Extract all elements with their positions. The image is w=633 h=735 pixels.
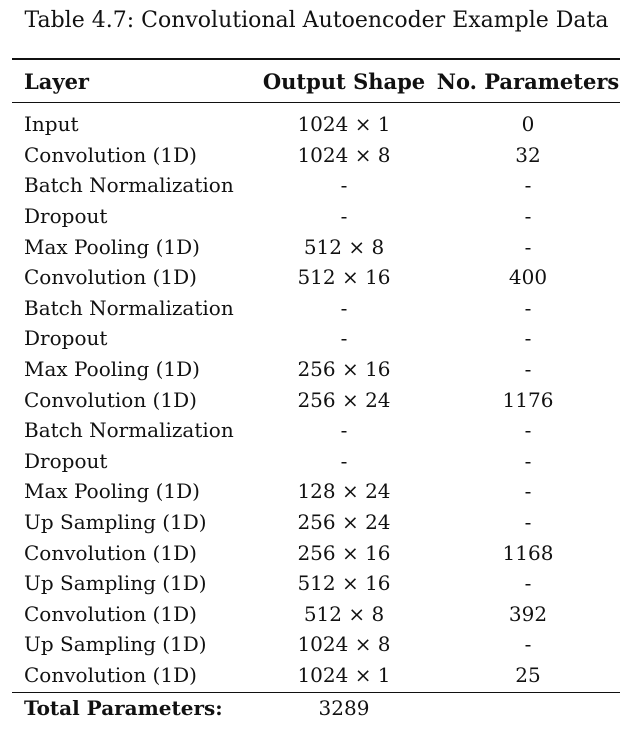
header-layer: Layer: [12, 58, 252, 103]
header-row: Layer Output Shape No. Parameters: [12, 58, 620, 103]
output-shape-cell: 256 × 24: [297, 510, 391, 535]
table-row: Batch Normalization - -: [12, 170, 620, 201]
output-shape-cell: -: [340, 295, 348, 320]
parameters-cell: -: [524, 418, 532, 443]
table-header: Layer Output Shape No. Parameters: [12, 58, 620, 103]
total-value: 3289: [318, 696, 370, 721]
table-row: Dropout - -: [12, 201, 620, 232]
table-row: Up Sampling (1D) 1024 × 8 -: [12, 629, 620, 660]
parameters-cell: -: [524, 571, 532, 596]
table-footer: Total Parameters: 3289: [12, 693, 620, 724]
table-row: Up Sampling (1D) 512 × 16 -: [12, 568, 620, 599]
output-shape-cell: -: [340, 204, 348, 229]
output-shape-cell: 512 × 8: [303, 234, 385, 259]
parameters-cell: -: [524, 510, 532, 535]
layer-cell: Batch Normalization: [24, 418, 234, 443]
output-shape-cell: -: [340, 326, 348, 351]
parameters-table: Layer Output Shape No. Parameters Input 1…: [12, 58, 620, 723]
layer-cell: Up Sampling (1D): [24, 510, 207, 535]
parameters-cell: 25: [436, 659, 620, 694]
table-row: Convolution (1D) 512 × 8 392: [12, 599, 620, 630]
layer-cell: Convolution (1D): [24, 540, 197, 565]
output-shape-cell: -: [340, 448, 348, 473]
parameters-cell: 392: [508, 601, 548, 626]
table-row: Input 1024 × 1 0: [12, 103, 620, 140]
layer-cell: Up Sampling (1D): [24, 571, 207, 596]
layer-cell: Dropout: [24, 204, 108, 229]
layer-cell: Up Sampling (1D): [24, 632, 207, 657]
table-row: Convolution (1D) 1024 × 1 25: [12, 659, 620, 694]
total-row: Total Parameters: 3289: [12, 693, 620, 724]
table-row: Convolution (1D) 1024 × 8 32: [12, 140, 620, 171]
table-caption: Table 4.7: Convolutional Autoencoder Exa…: [24, 8, 609, 33]
layer-cell: Batch Normalization: [24, 295, 234, 320]
table-row: Max Pooling (1D) 512 × 8 -: [12, 231, 620, 262]
output-shape-cell: 256 × 16: [297, 357, 391, 382]
parameters-cell: 1176: [502, 387, 554, 412]
layer-cell: Input: [24, 112, 79, 137]
layer-cell: Dropout: [24, 448, 108, 473]
parameters-cell: -: [524, 357, 532, 382]
table-row: Max Pooling (1D) 256 × 16 -: [12, 354, 620, 385]
layer-cell: Batch Normalization: [24, 173, 234, 198]
table-row: Dropout - -: [12, 446, 620, 477]
layer-cell: Convolution (1D): [24, 387, 197, 412]
table-row: Up Sampling (1D) 256 × 24 -: [12, 507, 620, 538]
layer-cell: Convolution (1D): [24, 601, 197, 626]
table-row: Convolution (1D) 512 × 16 400: [12, 262, 620, 293]
table-row: Convolution (1D) 256 × 16 1168: [12, 537, 620, 568]
table-row: Dropout - -: [12, 323, 620, 354]
table-body: Input 1024 × 1 0 Convolution (1D) 1024 × 8 32…: [12, 103, 620, 694]
layer-cell: Convolution (1D): [12, 659, 252, 694]
output-shape-cell: -: [340, 173, 348, 198]
parameters-cell: -: [524, 326, 532, 351]
layer-cell: Dropout: [24, 326, 108, 351]
layer-cell: Max Pooling (1D): [24, 234, 200, 259]
output-shape-cell: 512 × 16: [297, 265, 391, 290]
parameters-cell: -: [524, 204, 532, 229]
parameters-cell: 32: [515, 142, 541, 167]
output-shape-cell: 512 × 8: [303, 601, 385, 626]
output-shape-cell: 1024 × 8: [297, 142, 391, 167]
parameters-cell: -: [524, 234, 532, 259]
parameters-cell: 1168: [502, 540, 554, 565]
parameters-cell: -: [524, 632, 532, 657]
output-shape-cell: 1024 × 8: [297, 632, 391, 657]
layer-cell: Convolution (1D): [24, 265, 197, 290]
total-label: Total Parameters:: [24, 696, 223, 721]
layer-cell: Max Pooling (1D): [24, 479, 200, 504]
header-no-parameters: No. Parameters: [436, 58, 620, 103]
total-empty-cell: [436, 693, 620, 724]
table-row: Batch Normalization - -: [12, 293, 620, 324]
table-row: Batch Normalization - -: [12, 415, 620, 446]
parameters-cell: -: [524, 173, 532, 198]
output-shape-cell: 1024 × 1: [252, 659, 436, 694]
parameters-cell: 400: [508, 265, 548, 290]
output-shape-cell: 128 × 24: [297, 479, 391, 504]
layer-cell: Max Pooling (1D): [24, 357, 200, 382]
parameters-cell: -: [524, 479, 532, 504]
layer-cell: Convolution (1D): [24, 142, 197, 167]
output-shape-cell: 1024 × 1: [297, 112, 391, 137]
output-shape-cell: 256 × 16: [297, 540, 391, 565]
header-output-shape: Output Shape: [252, 58, 436, 103]
parameters-cell: -: [524, 448, 532, 473]
table-row: Convolution (1D) 256 × 24 1176: [12, 384, 620, 415]
output-shape-cell: 512 × 16: [297, 571, 391, 596]
table-row: Max Pooling (1D) 128 × 24 -: [12, 476, 620, 507]
output-shape-cell: -: [340, 418, 348, 443]
parameters-cell: -: [524, 295, 532, 320]
parameters-cell: 0: [521, 112, 535, 137]
output-shape-cell: 256 × 24: [297, 387, 391, 412]
